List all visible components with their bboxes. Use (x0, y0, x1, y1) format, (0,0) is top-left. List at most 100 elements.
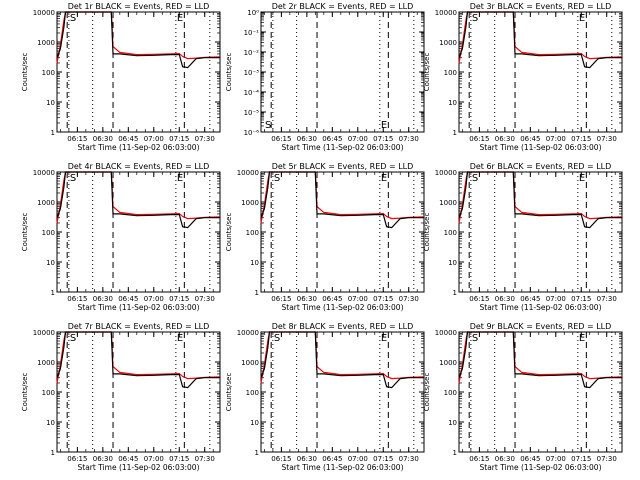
x-tick-label: 07:00 (546, 455, 566, 463)
x-tick-label: 06:15 (67, 135, 87, 143)
x-tick-label: 06:45 (118, 455, 138, 463)
plot-panel-6: Det 6r BLACK = Events, RED = LLD 1 10 100 10… (423, 162, 623, 312)
x-tick-label: 07:00 (144, 455, 164, 463)
x-tick-label: 07:30 (399, 135, 419, 143)
y-tick-label: 1 (51, 449, 55, 457)
y-tick-label: 1 (51, 289, 55, 297)
y-tick-label: 100 (246, 229, 259, 237)
y-tick-label: 100 (42, 69, 55, 77)
y-tick-label: 10000 (237, 169, 259, 177)
x-tick-label: 06:15 (271, 295, 291, 303)
plot-panel-8: Det 8r BLACK = Events, RED = LLD 1 10 100 10… (225, 322, 425, 472)
start-marker: S (70, 173, 76, 184)
x-tick-label: 06:45 (520, 295, 540, 303)
plot-panel-9: Det 9r BLACK = Events, RED = LLD 1 10 100 10… (423, 322, 623, 472)
start-marker: S (70, 13, 76, 24)
y-tick-label: 10000 (435, 169, 457, 177)
y-axis-label: Counts/sec (21, 213, 29, 252)
y-tick-label: 1 (453, 289, 457, 297)
x-tick-label: 06:45 (520, 135, 540, 143)
plot-frame (458, 11, 623, 133)
x-axis-label: Start Time (11-Sep-02 06:03:00) (282, 303, 404, 312)
x-tick-label: 07:30 (399, 295, 419, 303)
y-tick-label: 10⁻¹ (244, 29, 260, 37)
x-axis-label: Start Time (11-Sep-02 06:03:00) (78, 463, 200, 472)
x-tick-label: 06:15 (67, 455, 87, 463)
x-tick-label: 06:30 (93, 295, 113, 303)
x-tick-label: 06:30 (93, 135, 113, 143)
y-tick-label: 100 (444, 389, 457, 397)
y-tick-label: 10 (46, 419, 55, 427)
y-tick-label: 10⁰ (247, 9, 259, 17)
x-axis-label: Start Time (11-Sep-02 06:03:00) (78, 143, 200, 152)
x-tick-label: 07:00 (144, 295, 164, 303)
y-tick-label: 1000 (37, 359, 55, 367)
x-tick-label: 06:45 (322, 455, 342, 463)
x-tick-label: 07:30 (195, 295, 215, 303)
y-tick-label: 10 (250, 419, 259, 427)
y-tick-label: 100 (42, 389, 55, 397)
plot-panel-5: Det 5r BLACK = Events, RED = LLD 1 10 100 10… (225, 162, 425, 312)
plot-panel-2: Det 2r BLACK = Events, RED = LLD 10⁻⁶ 10⁻⁵… (225, 2, 425, 152)
y-axis-label: Counts/sec (423, 213, 431, 252)
plot-frame (56, 331, 221, 453)
series-line-events (458, 11, 622, 69)
x-tick-label: 06:15 (271, 135, 291, 143)
end-marker: E (381, 120, 387, 131)
x-tick-label: 06:45 (322, 135, 342, 143)
y-tick-label: 10⁻⁶ (244, 129, 260, 137)
y-tick-label: 10000 (237, 329, 259, 337)
y-tick-label: 1000 (439, 199, 457, 207)
x-tick-label: 06:30 (93, 455, 113, 463)
plot-frame (260, 171, 425, 293)
start-marker: S (70, 333, 76, 344)
x-tick-label: 07:00 (348, 455, 368, 463)
x-tick-label: 06:30 (495, 455, 515, 463)
plot-panel-1: Det 1r BLACK = Events, RED = LLD 1 10 100 10… (21, 2, 221, 152)
y-tick-label: 100 (246, 389, 259, 397)
y-tick-label: 10⁻³ (244, 69, 260, 77)
start-marker: S (265, 120, 271, 131)
x-tick-label: 07:00 (348, 135, 368, 143)
end-marker: E (177, 333, 183, 344)
y-tick-label: 10000 (435, 329, 457, 337)
x-tick-label: 06:45 (118, 295, 138, 303)
panel-title: Det 6r BLACK = Events, RED = LLD (470, 162, 612, 171)
x-tick-label: 06:15 (469, 135, 489, 143)
series-line-events (260, 171, 424, 229)
x-tick-label: 07:30 (195, 455, 215, 463)
x-tick-label: 06:15 (469, 455, 489, 463)
panel-title: Det 7r BLACK = Events, RED = LLD (68, 322, 210, 331)
series-line-events (458, 171, 622, 229)
y-tick-label: 100 (444, 69, 457, 77)
y-tick-label: 1000 (37, 39, 55, 47)
x-tick-label: 07:00 (546, 295, 566, 303)
y-axis-label: Counts/sec (21, 373, 29, 412)
y-tick-label: 1 (51, 129, 55, 137)
plot-frame (260, 331, 425, 453)
x-tick-label: 07:30 (399, 455, 419, 463)
start-marker: S (274, 173, 280, 184)
y-tick-label: 1000 (241, 199, 259, 207)
x-tick-label: 06:45 (118, 135, 138, 143)
end-marker: E (381, 173, 387, 184)
y-tick-label: 10000 (435, 9, 457, 17)
y-tick-label: 1 (453, 129, 457, 137)
y-tick-label: 1 (255, 289, 259, 297)
plot-frame (458, 331, 623, 453)
y-tick-label: 1 (255, 449, 259, 457)
series-line-events (458, 331, 622, 389)
y-tick-label: 10⁻⁴ (244, 89, 260, 97)
panel-title: Det 9r BLACK = Events, RED = LLD (470, 322, 612, 331)
y-tick-label: 1 (453, 449, 457, 457)
y-tick-label: 1000 (241, 359, 259, 367)
end-marker: E (579, 333, 585, 344)
x-axis-label: Start Time (11-Sep-02 06:03:00) (282, 463, 404, 472)
x-tick-label: 07:15 (169, 295, 189, 303)
y-tick-label: 1000 (439, 39, 457, 47)
x-tick-label: 06:30 (297, 135, 317, 143)
end-marker: E (579, 173, 585, 184)
start-marker: S (472, 173, 478, 184)
series-line-events (56, 331, 220, 389)
